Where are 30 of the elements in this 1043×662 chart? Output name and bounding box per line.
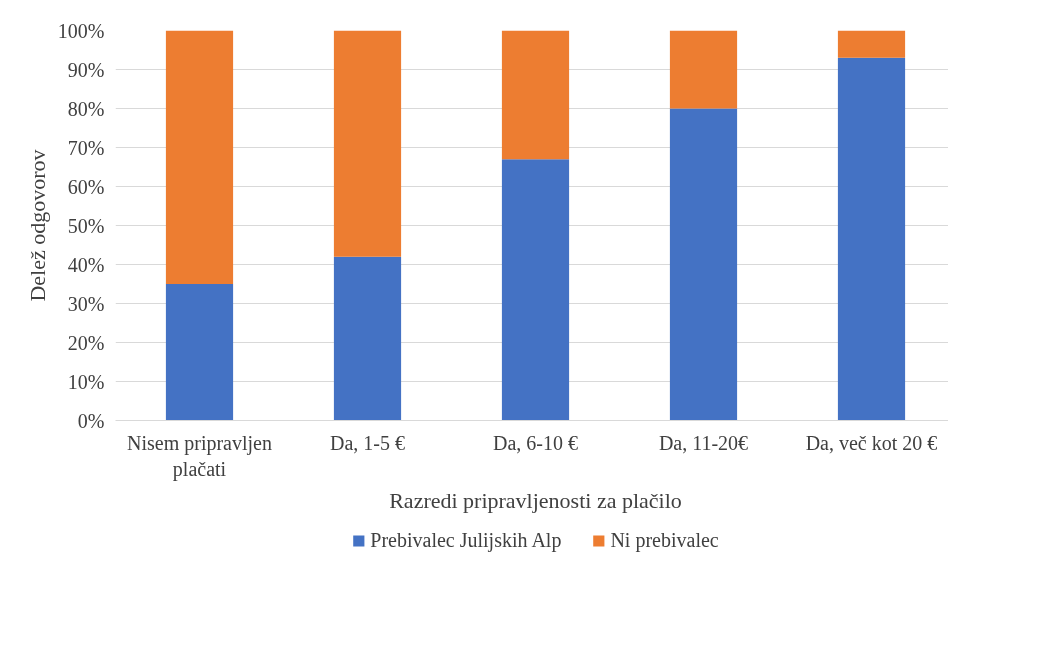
y-tick-label: 70% — [67, 136, 105, 159]
x-tick-label: Da, 11-20€ — [658, 431, 749, 454]
y-tick-label: 80% — [67, 97, 105, 120]
bar — [837, 57, 906, 421]
y-tick-label: 50% — [67, 214, 105, 237]
bar — [501, 30, 570, 160]
y-tick-label: 10% — [67, 370, 105, 393]
y-tick-label: 0% — [77, 409, 105, 432]
x-tick-label: Da, 1-5 € — [330, 431, 405, 454]
y-tick-label: 90% — [67, 58, 105, 81]
bar — [669, 108, 738, 421]
y-tick-label: 60% — [67, 175, 105, 198]
x-tick-label: Da, 6-10 € — [493, 431, 578, 454]
bar — [333, 30, 402, 257]
y-tick-label: 40% — [67, 253, 105, 276]
bar — [837, 30, 906, 58]
x-axis-title: Razredi pripravljenosti za plačilo — [389, 487, 682, 513]
x-tick-label: Nisem pripravljen plačati — [127, 431, 272, 481]
legend-label: Ni prebivalec — [610, 528, 719, 552]
y-axis-title: Delež odgovorov — [24, 149, 50, 302]
y-tick-label: 30% — [67, 292, 105, 315]
legend-label: Prebivalec Julijskih Alp — [370, 528, 562, 552]
bar — [165, 30, 234, 284]
bar — [501, 159, 570, 421]
bar — [669, 30, 738, 109]
x-tick-label: Da, več kot 20 € — [805, 431, 938, 454]
y-tick-label: 100% — [57, 19, 105, 42]
y-tick-label: 20% — [67, 331, 105, 354]
bar — [165, 284, 234, 421]
bar — [333, 256, 402, 421]
